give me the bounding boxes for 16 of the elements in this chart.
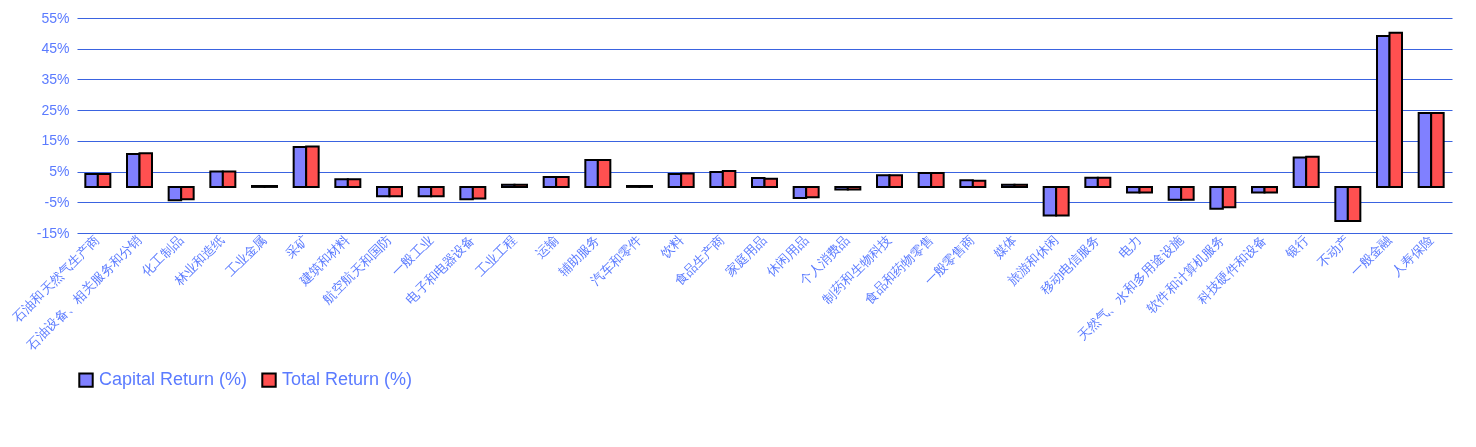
x-tick-label: 银行	[1281, 231, 1312, 262]
x-tick-label: 媒体	[990, 231, 1020, 261]
legend-label: Total Return (%)	[282, 369, 413, 390]
x-tick-label: 电力	[1115, 231, 1145, 261]
y-tick-label: 15%	[41, 132, 70, 149]
y-tick-label: 55%	[41, 9, 70, 26]
legend-label: Capital Return (%)	[99, 369, 248, 390]
x-tick-label: 饮料	[656, 231, 687, 262]
y-tick-label: 35%	[41, 70, 70, 87]
y-tick-label: 25%	[41, 101, 70, 118]
x-tick-label: 采矿	[282, 231, 312, 261]
x-tick-label: 运输	[532, 231, 562, 261]
y-tick-label: -15%	[36, 224, 70, 241]
y-tick-label: 45%	[41, 40, 70, 57]
y-tick-label: -5%	[44, 193, 70, 210]
y-tick-label: 5%	[49, 163, 70, 180]
